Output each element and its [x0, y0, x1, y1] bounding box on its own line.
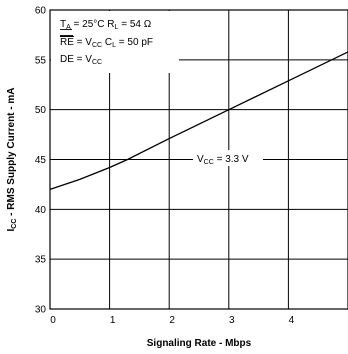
series-line-0 — [49, 51, 348, 191]
x-tick-label: 0 — [50, 315, 56, 326]
x-tick-label: 1 — [110, 315, 116, 326]
series-label-box — [193, 150, 263, 166]
axis-titles: Signaling Rate - Mbps ICC - RMS Supply Cu… — [6, 87, 252, 349]
y-tick-label: 60 — [35, 6, 47, 17]
condition-line-1: TA = 25°C RL = 54 Ω — [60, 19, 152, 31]
x-tick-label: 4 — [289, 315, 295, 326]
x-tick-label: 2 — [169, 315, 175, 326]
tick-labels: 30 35 40 45 50 55 60 0 1 2 3 4 — [35, 6, 295, 327]
x-axis-title: Signaling Rate - Mbps — [147, 338, 252, 349]
y-tick-label: 55 — [35, 55, 47, 66]
series-label: VCC = 3.3 V — [197, 154, 249, 166]
y-tick-label: 45 — [35, 155, 47, 166]
annotations: VCC = 3.3 V TA = 25°C RL = 54 Ω RE = VCC C… — [51, 11, 263, 166]
y-tick-label: 30 — [35, 305, 47, 316]
y-tick-label: 50 — [35, 105, 47, 116]
y-tick-label: 35 — [35, 255, 47, 266]
conditions-box — [51, 11, 179, 73]
y-tick-label: 40 — [35, 205, 47, 216]
x-tick-label: 3 — [229, 315, 235, 326]
plot-frame — [49, 9, 348, 310]
y-axis-title: ICC - RMS Supply Current - mA — [6, 87, 18, 231]
condition-line-3: DE = VCC — [60, 54, 102, 66]
series-lines — [49, 51, 348, 191]
condition-line-2: RE = VCC CL = 50 pF — [60, 37, 153, 49]
